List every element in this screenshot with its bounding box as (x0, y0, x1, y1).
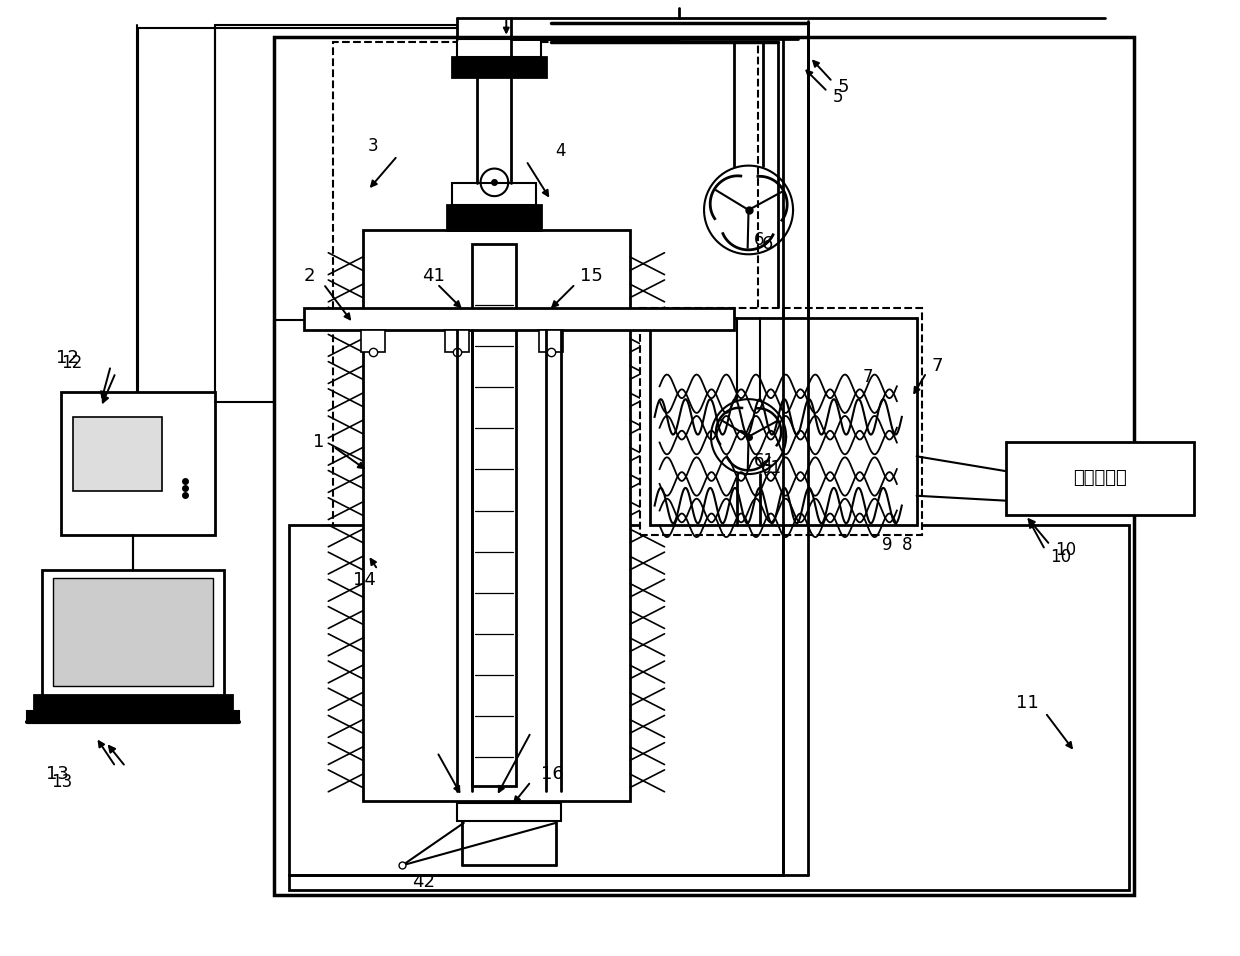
Text: 6: 6 (754, 230, 764, 249)
Text: 12: 12 (56, 349, 79, 367)
Bar (361, 330, 384, 352)
Text: 5: 5 (837, 77, 849, 96)
Bar (363, 229, 630, 801)
Text: 13: 13 (51, 772, 73, 791)
Text: 6: 6 (761, 235, 773, 253)
Bar (1006, 442, 1194, 515)
Text: 14: 14 (353, 571, 376, 589)
Bar (451, 57, 546, 76)
Bar (471, 245, 516, 787)
Text: 42: 42 (413, 873, 435, 891)
Bar (73, 417, 162, 490)
Bar (33, 695, 232, 714)
Text: 12: 12 (61, 354, 83, 372)
Bar (274, 37, 1135, 895)
Text: 8: 8 (901, 536, 913, 554)
Bar (446, 205, 541, 229)
Bar (445, 330, 469, 352)
Bar (61, 392, 215, 535)
Text: 1: 1 (314, 432, 325, 450)
Bar (640, 309, 921, 535)
Text: 5: 5 (832, 88, 843, 105)
Bar (456, 39, 541, 57)
Bar (650, 318, 916, 525)
Text: 4: 4 (556, 141, 567, 160)
Bar (334, 42, 759, 865)
Bar (456, 803, 560, 821)
Text: 2: 2 (304, 267, 315, 285)
Text: 10: 10 (1050, 548, 1071, 566)
Text: 61: 61 (760, 459, 781, 477)
Text: 15: 15 (580, 267, 604, 285)
Text: 9: 9 (882, 536, 893, 554)
Text: 16: 16 (541, 765, 564, 783)
Bar (304, 309, 734, 330)
Text: 7: 7 (862, 368, 873, 386)
Text: 11: 11 (1016, 694, 1038, 711)
Bar (27, 710, 239, 723)
Text: 10: 10 (1055, 541, 1076, 559)
Bar (42, 570, 224, 698)
Bar (53, 577, 212, 686)
Bar (289, 525, 1130, 890)
Bar (539, 330, 563, 352)
Text: 41: 41 (423, 267, 445, 285)
Text: 61: 61 (754, 452, 775, 470)
Text: 3: 3 (368, 137, 378, 155)
Text: 13: 13 (46, 765, 69, 783)
Text: 7: 7 (931, 357, 942, 375)
Bar (451, 184, 536, 205)
Text: 温度控制器: 温度控制器 (1073, 469, 1126, 488)
